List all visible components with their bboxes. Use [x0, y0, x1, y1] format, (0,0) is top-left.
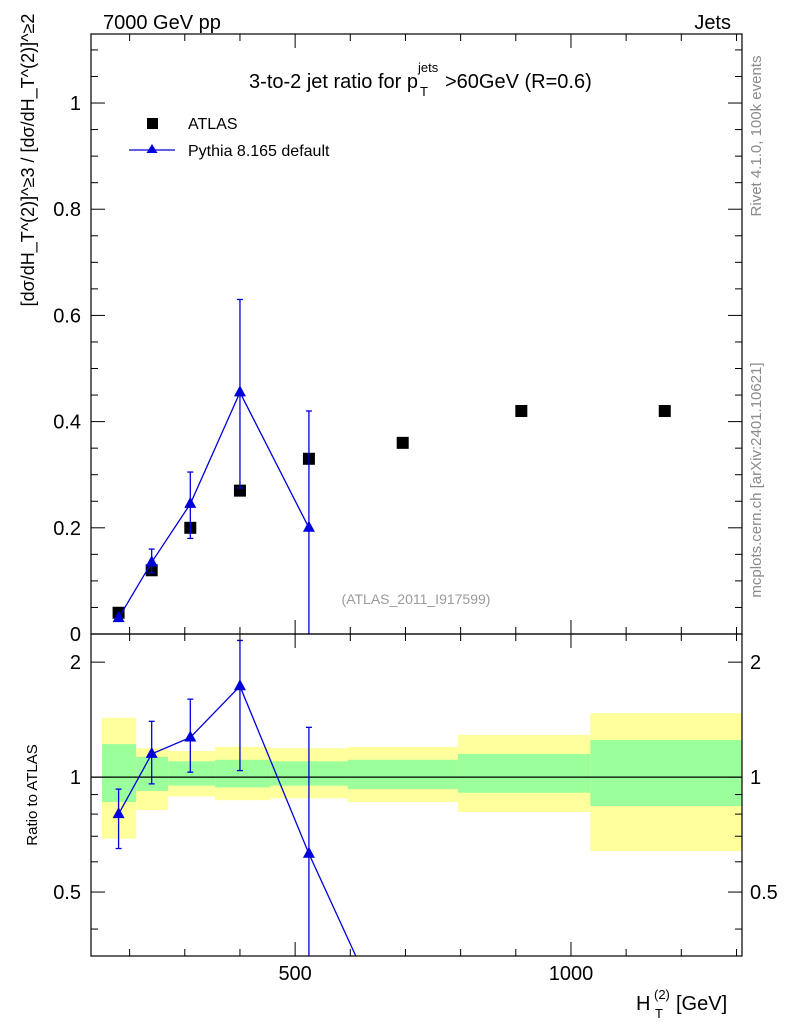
mc-point [302, 520, 315, 532]
legend-mc-label: Pythia 8.165 default [188, 143, 330, 160]
main-marks [112, 298, 671, 634]
mc-ratio-point [184, 730, 197, 742]
xlabel-main: H [636, 993, 650, 1015]
rivet-label: Rivet 4.1.0, 100k events [748, 56, 765, 217]
xlabel-rest: [GeV] [676, 993, 727, 1015]
main-title: 3-to-2 jet ratio for p [249, 71, 418, 93]
ratio-ytick-label-left: 2 [70, 652, 81, 674]
mc-line [118, 390, 310, 619]
title-sub: T [420, 84, 428, 99]
title-sup: jets [417, 60, 439, 75]
atlas-point [658, 404, 671, 417]
ratio-ytick-label-right: 2 [750, 652, 761, 674]
main-ytick-label: 1 [70, 93, 81, 115]
xlabel-sup: (2) [654, 987, 670, 1002]
mc-point [145, 555, 158, 567]
legend-atlas-marker [147, 118, 158, 129]
mc-ratio-point [112, 807, 125, 819]
mc-ratio-point [302, 846, 315, 858]
ratio-ylabel: Ratio to ATLAS [24, 744, 41, 845]
title-rest: >60GeV (R=0.6) [445, 71, 592, 93]
header-right: Jets [694, 12, 731, 34]
mc-ratio-line [118, 685, 357, 957]
mc-ratio-point [233, 679, 246, 691]
ratio-ytick-label-right: 0.5 [750, 882, 778, 904]
analysis-watermark: (ATLAS_2011_I917599) [342, 591, 491, 607]
mc-point [112, 611, 125, 623]
ratio-ticks: 0.5 0.5 1 1 2 2 500 1000 [53, 634, 778, 985]
main-ytick-label: 0.6 [53, 305, 81, 327]
main-ytick-label: 0.2 [53, 518, 81, 540]
main-ytick-label: 0.8 [53, 199, 81, 221]
ratio-panel: 0.5 0.5 1 1 2 2 500 1000 Ratio to ATLAS H (2) T… [24, 633, 778, 1021]
main-ylabel: [dσ/dH_T^(2)]^≥3 / [dσ/dH_T^(2)]^≥2 [18, 14, 39, 307]
main-ytick-label: 0.4 [53, 412, 81, 434]
ratio-inner-band [457, 753, 591, 793]
mc-point [233, 385, 246, 397]
xlabel-sub: T [655, 1006, 663, 1021]
ratio-xtick-label: 1000 [549, 963, 594, 985]
ratio-xtick-label: 500 [278, 963, 311, 985]
ratio-inner-band [215, 759, 271, 788]
ratio-inner-band [347, 759, 458, 790]
main-panel: 0 0.2 0.4 0.6 0.8 1 3-to-2 jet ratio for p je… [18, 14, 743, 646]
legend-mc-marker [146, 144, 158, 153]
main-ytick-label: 0 [70, 624, 81, 646]
header-left: 7000 GeV pp [103, 12, 221, 34]
ratio-ytick-label-left: 1 [70, 767, 81, 789]
title-main: 3-to-2 jet ratio for p [249, 71, 418, 93]
ratio-inner-band [168, 761, 216, 786]
mcplots-label: mcplots.cern.ch [arXiv:2401.10621] [748, 362, 765, 597]
mc-point [184, 496, 197, 508]
atlas-point [396, 436, 409, 449]
ratio-ytick-label-left: 0.5 [53, 882, 81, 904]
ratio-marks [91, 639, 742, 957]
mc-ratio-point [145, 746, 158, 758]
ratio-ytick-label-right: 1 [750, 767, 761, 789]
ratio-inner-band [590, 740, 742, 807]
atlas-point [515, 404, 528, 417]
legend-atlas-label: ATLAS [188, 116, 238, 133]
